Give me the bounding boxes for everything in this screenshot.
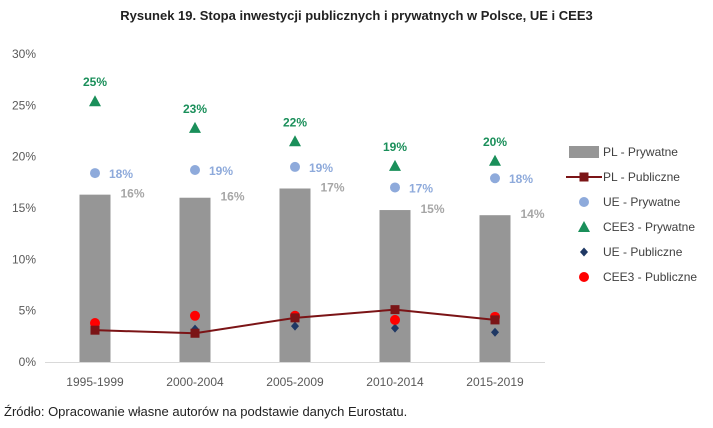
marker-pl-publiczne <box>190 328 200 338</box>
marker-ue-publiczne <box>291 321 299 331</box>
data-label-cee3-prywatne: 25% <box>83 75 107 89</box>
marker-ue-publiczne <box>491 327 499 337</box>
marker-ue-publiczne <box>391 323 399 333</box>
legend-label: PL - Prywatne <box>603 145 678 159</box>
legend-swatch-pl-prywatne <box>569 146 599 158</box>
marker-cee3-prywatne <box>289 135 301 147</box>
legend-swatch-ue-publiczne <box>580 247 588 257</box>
y-tick-label: 15% <box>12 201 36 215</box>
bar-pl-prywatne <box>279 188 311 362</box>
marker-pl-publiczne <box>290 313 300 323</box>
data-label-ue-prywatne: 18% <box>509 172 533 186</box>
chart-title: Rysunek 19. Stopa inwestycji publicznych… <box>120 8 593 23</box>
x-tick-label: 1995-1999 <box>66 375 124 389</box>
marker-cee3-publiczne <box>90 317 100 328</box>
marker-ue-prywatne <box>190 165 200 176</box>
data-label-cee3-prywatne: 22% <box>283 115 307 129</box>
x-tick-label: 2015-2019 <box>466 375 524 389</box>
legend-label: PL - Publiczne <box>603 170 680 184</box>
marker-ue-prywatne <box>90 168 100 179</box>
x-tick-label: 2000-2004 <box>166 375 224 389</box>
legend-swatch-pl-publiczne-marker <box>579 172 589 182</box>
legend-label: CEE3 - Prywatne <box>603 220 695 234</box>
x-tick-label: 2010-2014 <box>366 375 424 389</box>
marker-cee3-prywatne <box>389 159 401 171</box>
legend-swatch-ue-prywatne <box>579 197 589 207</box>
bar-pl-prywatne <box>79 194 111 362</box>
legend-label: UE - Prywatne <box>603 195 681 209</box>
data-label-pl-prywatne: 17% <box>321 180 345 194</box>
bar-pl-prywatne <box>479 215 511 362</box>
marker-cee3-publiczne <box>390 314 400 325</box>
marker-pl-publiczne <box>490 315 500 325</box>
y-tick-label: 30% <box>12 47 36 61</box>
data-label-ue-prywatne: 19% <box>209 164 233 178</box>
data-label-ue-prywatne: 19% <box>309 161 333 175</box>
y-tick-label: 0% <box>19 355 37 369</box>
data-label-pl-prywatne: 16% <box>221 190 245 204</box>
marker-pl-publiczne <box>390 305 400 315</box>
marker-cee3-prywatne <box>189 121 201 133</box>
data-label-pl-prywatne: 16% <box>121 187 145 201</box>
source-note: Źródło: Opracowanie własne autorów na po… <box>4 404 408 419</box>
legend-swatch-cee3-publiczne <box>579 272 589 282</box>
marker-cee3-prywatne <box>489 154 501 166</box>
marker-ue-prywatne <box>290 161 300 172</box>
data-label-pl-prywatne: 14% <box>521 207 545 221</box>
x-tick-label: 2005-2009 <box>266 375 324 389</box>
marker-pl-publiczne <box>90 325 100 335</box>
data-label-ue-prywatne: 18% <box>109 167 133 181</box>
legend-swatch-cee3-prywatne <box>578 221 590 232</box>
marker-cee3-publiczne <box>190 310 200 321</box>
marker-ue-prywatne <box>490 173 500 184</box>
y-tick-label: 10% <box>12 252 36 266</box>
legend-label: CEE3 - Publiczne <box>603 270 697 284</box>
legend-label: UE - Publiczne <box>603 245 683 259</box>
y-tick-label: 20% <box>12 150 36 164</box>
data-label-cee3-prywatne: 23% <box>183 102 207 116</box>
data-label-ue-prywatne: 17% <box>409 181 433 195</box>
marker-cee3-prywatne <box>89 95 101 107</box>
y-tick-label: 25% <box>12 98 36 112</box>
marker-ue-prywatne <box>390 182 400 193</box>
data-label-cee3-prywatne: 19% <box>383 140 407 154</box>
y-tick-label: 5% <box>19 304 37 318</box>
data-label-cee3-prywatne: 20% <box>483 135 507 149</box>
bar-pl-prywatne <box>379 210 411 362</box>
data-label-pl-prywatne: 15% <box>421 202 445 216</box>
